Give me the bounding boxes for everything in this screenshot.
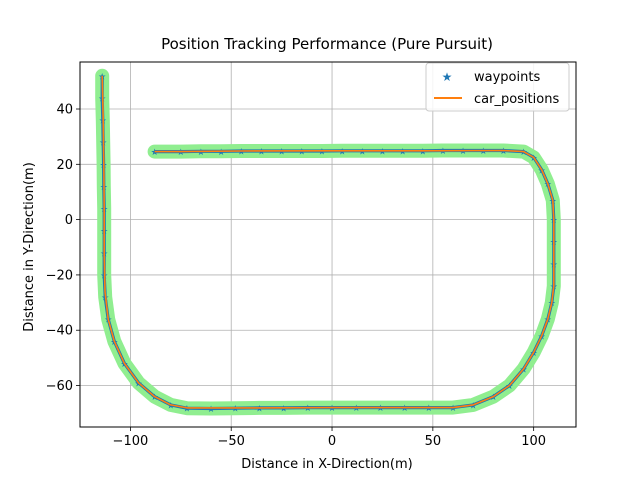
waypoint-marker: ★ — [151, 393, 159, 403]
waypoint-marker: ★ — [378, 147, 386, 157]
waypoint-marker: ★ — [167, 401, 175, 411]
waypoint-marker: ★ — [280, 404, 288, 414]
waypoint-marker: ★ — [278, 148, 286, 158]
legend-label-waypoints: waypoints — [474, 70, 540, 85]
waypoint-marker: ★ — [439, 147, 447, 157]
x-tick-label: 50 — [425, 434, 442, 449]
y-tick-label: 20 — [56, 158, 73, 173]
waypoint-marker: ★ — [328, 404, 336, 414]
waypoint-marker: ★ — [499, 147, 507, 157]
waypoint-marker: ★ — [376, 404, 384, 414]
waypoint-marker: ★ — [489, 393, 497, 403]
waypoint-marker: ★ — [318, 148, 326, 158]
waypoint-marker: ★ — [177, 148, 185, 158]
y-tick-label: 40 — [56, 103, 73, 118]
waypoint-marker: ★ — [338, 147, 346, 157]
waypoint-marker: ★ — [151, 148, 159, 158]
plot-content: ★ ★ ★ ★ ★ ★ ★ ★ ★ ★ ★ ★ ★ ★ ★ ★ ★ ★ ★ ★ ★ ★ ★ ★ ★ ★ ★ ★ ★ ★ ★ ★ ★ ★ ★ ★ ★ ★ ★ ★… — [95, 68, 561, 416]
ticks: −100 −50 0 50 100 −60 −40 −20 0 20 40 — [46, 103, 547, 449]
waypoint-marker: ★ — [459, 147, 467, 157]
waypoint-marker: ★ — [449, 404, 457, 414]
waypoint-marker: ★ — [217, 148, 225, 158]
waypoint-marker: ★ — [257, 148, 265, 158]
chart-title: Position Tracking Performance (Pure Purs… — [161, 35, 493, 53]
y-tick-label: −40 — [46, 324, 73, 339]
waypoint-marker: ★ — [352, 404, 360, 414]
waypoint-marker: ★ — [358, 147, 366, 157]
waypoint-marker: ★ — [231, 405, 239, 415]
plot-area: ★ ★ ★ ★ ★ ★ ★ ★ ★ ★ ★ ★ ★ ★ ★ ★ ★ ★ ★ ★ ★ ★ ★ ★ ★ ★ ★ ★ ★ ★ ★ ★ ★ ★ ★ ★ ★ ★ ★ ★… — [95, 68, 561, 416]
waypoint-marker: ★ — [399, 147, 407, 157]
waypoint-marker: ★ — [505, 382, 513, 392]
waypoint-marker: ★ — [183, 405, 191, 415]
y-axis-label: Distance in Y-Direction(m) — [22, 162, 37, 332]
waypoint-marker: ★ — [401, 404, 409, 414]
waypoint-marker: ★ — [197, 148, 205, 158]
waypoint-marker: ★ — [530, 154, 538, 164]
axes-frame — [79, 61, 577, 428]
legend: ★ waypoints car_positions — [425, 62, 570, 112]
waypoint-marker: ★ — [425, 404, 433, 414]
y-tick-label: −20 — [46, 268, 73, 283]
waypoint-marker: ★ — [120, 360, 128, 370]
waypoint-marker: ★ — [419, 147, 427, 157]
x-tick-label: 100 — [521, 434, 546, 449]
waypoint-marker: ★ — [134, 379, 142, 389]
x-tick-label: −100 — [113, 434, 149, 449]
waypoint-marker: ★ — [469, 401, 477, 411]
waypoint-marker: ★ — [255, 404, 263, 414]
legend-label-car-positions: car_positions — [474, 92, 559, 107]
waypoint-marker: ★ — [298, 148, 306, 158]
y-tick-label: −60 — [46, 379, 73, 394]
legend-marker-waypoints: ★ — [442, 70, 453, 84]
x-axis-label: Distance in X-Direction(m) — [241, 457, 412, 472]
y-tick-label: 0 — [65, 213, 73, 228]
waypoint-marker: ★ — [304, 404, 312, 414]
waypoint-marker: ★ — [237, 148, 245, 158]
waypoint-marker: ★ — [520, 365, 528, 375]
x-tick-label: 0 — [328, 434, 336, 449]
x-tick-label: −50 — [218, 434, 245, 449]
car-positions-line — [101, 75, 555, 409]
waypoint-marker: ★ — [479, 147, 487, 157]
waypoint-marker: ★ — [207, 405, 215, 415]
waypoint-marker: ★ — [520, 148, 528, 158]
